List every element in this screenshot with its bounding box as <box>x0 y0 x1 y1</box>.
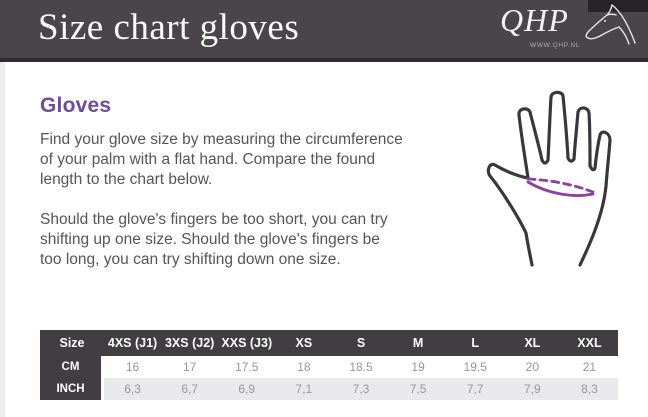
size-table-header-cell: S <box>332 330 390 356</box>
row-label-cm: CM <box>40 356 104 378</box>
hand-outline <box>486 90 612 267</box>
brand-logo: QHP WWW.QHP.NL <box>498 2 640 56</box>
table-cell: 16 <box>104 356 162 378</box>
table-cell: 6,7 <box>161 378 219 400</box>
size-table-header-cell: 3XS (J2) <box>161 330 219 356</box>
section-heading: Gloves <box>40 94 112 117</box>
table-cell: 19.5 <box>446 356 504 378</box>
size-table-header-cell: XS <box>275 330 333 356</box>
size-table-header-cell: 4XS (J1) <box>104 330 162 356</box>
paragraph-line: Should the glove's fingers be too short,… <box>40 211 388 228</box>
table-cell: 21 <box>560 356 618 378</box>
size-table-header-cell: XXL <box>560 330 618 356</box>
size-table-header-cell: Size <box>40 330 104 356</box>
size-table-header-cell: M <box>389 330 447 356</box>
table-cell: 7,7 <box>446 378 504 400</box>
table-cell: 18 <box>275 356 333 378</box>
measurement-line-solid <box>526 180 595 197</box>
table-cell: 6,9 <box>218 378 276 400</box>
paragraph-line: too long, you can try shifting down one … <box>40 251 341 268</box>
table-cell: 7,9 <box>503 378 561 400</box>
size-table-header-cell: XXS (J3) <box>218 330 276 356</box>
table-cell: 8,3 <box>560 378 618 400</box>
brand-logo-text: QHP <box>500 2 569 38</box>
paragraph-line: of your palm with a flat hand. Compare t… <box>40 151 376 168</box>
table-cell: 18.5 <box>332 356 390 378</box>
brand-logo-url: WWW.QHP.NL <box>530 42 581 49</box>
row-label-inch: INCH <box>40 378 104 400</box>
paragraph-line: length to the chart below. <box>40 171 213 188</box>
header-bar: Size chart gloves <box>0 0 648 62</box>
paragraph-measure: Find your glove size by measuring the ci… <box>40 130 403 190</box>
size-table-header-cell: XL <box>503 330 561 356</box>
table-cell: 19 <box>389 356 447 378</box>
horse-head-icon <box>585 4 636 45</box>
corner-dark-patch <box>588 0 648 12</box>
table-cell: 7,3 <box>332 378 390 400</box>
paragraph-fit-advice: Should the glove's fingers be too short,… <box>40 210 388 270</box>
hand-illustration <box>486 90 612 267</box>
table-cell: 17 <box>161 356 219 378</box>
page-edge-strip <box>0 62 5 417</box>
table-cell: 17.5 <box>218 356 276 378</box>
size-table: Size 4XS (J1) 3XS (J2) XXS (J3) XS S M L… <box>40 330 618 400</box>
table-cell: 7,1 <box>275 378 333 400</box>
page-title: Size chart gloves <box>38 6 300 48</box>
measurement-line-dashed <box>526 177 595 194</box>
size-table-header-cell: L <box>446 330 504 356</box>
table-cell: 20 <box>503 356 561 378</box>
paragraph-line: Find your glove size by measuring the ci… <box>40 131 403 148</box>
paragraph-line: shifting up one size. Should the glove's… <box>40 231 380 248</box>
table-cell: 6,3 <box>104 378 162 400</box>
table-cell: 7,5 <box>389 378 447 400</box>
